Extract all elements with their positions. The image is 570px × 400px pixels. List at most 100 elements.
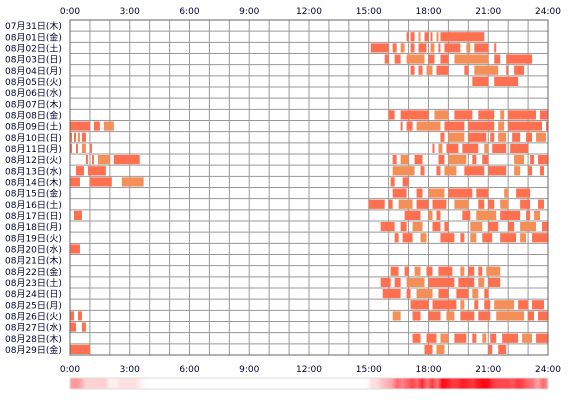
hour-gridlines (69, 20, 549, 355)
activity-bar (436, 32, 439, 42)
activity-bar (91, 155, 94, 165)
activity-bar (488, 344, 493, 354)
activity-bar (484, 300, 491, 310)
activity-bar (70, 311, 74, 321)
activity-bar (392, 43, 397, 53)
row-label: 08月25日(月) (5, 300, 62, 311)
activity-bar (103, 121, 114, 131)
activity-bar (420, 166, 425, 176)
row-label: 08月13日(水) (5, 165, 62, 177)
activity-bar (482, 233, 493, 243)
activity-bar (538, 199, 545, 209)
activity-bar (536, 333, 548, 343)
row-label: 08月14日(木) (5, 176, 62, 188)
x-tick-label: 12:00 (296, 365, 322, 375)
activity-bar (438, 266, 453, 276)
activity-bar (436, 344, 445, 354)
activity-bar (478, 266, 483, 276)
activity-bar (498, 132, 507, 142)
activity-bar (406, 32, 409, 42)
activity-bar (446, 311, 455, 321)
activity-bar (454, 54, 489, 64)
activity-bar (448, 188, 473, 198)
activity-bar (448, 132, 465, 142)
activity-bar (394, 277, 401, 287)
row-label: 08月21日(木) (5, 255, 62, 267)
x-tick-label: 6:00 (179, 7, 199, 17)
activity-bar (438, 143, 443, 153)
activity-bar (462, 143, 479, 153)
activity-bar (458, 277, 475, 287)
plot-frame (69, 19, 549, 356)
activity-bar (478, 311, 491, 321)
activity-bar (398, 199, 413, 209)
activity-bar (540, 110, 548, 120)
activity-bar (540, 166, 545, 176)
activity-bar (464, 166, 485, 176)
activity-bar (406, 289, 411, 299)
row-label: 08月18日(月) (5, 222, 62, 233)
activity-bar (444, 43, 461, 53)
row-label: 08月04日(月) (5, 66, 62, 77)
activity-bar (412, 222, 423, 232)
activity-bar (484, 143, 489, 153)
activity-bar (410, 65, 415, 75)
activity-bar (446, 143, 459, 153)
activity-bar (520, 199, 531, 209)
activity-bar (404, 210, 421, 220)
x-tick-label: 18:00 (416, 365, 442, 375)
row-label: 08月06日(水) (5, 87, 62, 99)
activity-bar (424, 344, 433, 354)
activity-bar (468, 121, 495, 131)
activity-bar (500, 233, 517, 243)
row-label: 07月31日(木) (5, 20, 62, 32)
activity-bar (536, 132, 547, 142)
activity-bar (474, 43, 489, 53)
activity-bar (121, 177, 144, 187)
activity-bar (392, 155, 397, 165)
x-axis-tick-labels: 0:00 0:00 3:00 3:00 6:00 6:00 9:00 9:00 12:00 12:… (60, 7, 561, 375)
activity-bar (70, 143, 72, 153)
activity-bar (500, 199, 509, 209)
activity-bar (498, 121, 505, 131)
activity-bar (478, 199, 485, 209)
activity-bar (500, 210, 521, 220)
activity-bar (81, 143, 86, 153)
activity-bar (526, 132, 533, 142)
row-label: 08月03日(日) (5, 55, 62, 66)
activity-bar (436, 65, 449, 75)
activity-bar (394, 54, 401, 64)
activity-bar (468, 132, 487, 142)
activity-bar (402, 233, 413, 243)
row-label: 08月08日(金) (5, 109, 62, 121)
activity-bar (75, 143, 78, 153)
activity-bar (432, 300, 457, 310)
activity-bar (514, 65, 525, 75)
activity-bar (476, 210, 497, 220)
row-label: 08月05日(火) (5, 77, 62, 88)
activity-bar (444, 222, 449, 232)
activity-bar (436, 210, 441, 220)
activity-bar (380, 222, 395, 232)
row-label: 08月28日(木) (5, 333, 62, 345)
activity-bar (472, 155, 477, 165)
activity-bar (81, 322, 86, 332)
activity-bar (512, 132, 521, 142)
activity-bar (448, 155, 467, 165)
activity-bar (538, 311, 548, 321)
activity-bar (75, 166, 84, 176)
activity-bar (440, 233, 455, 243)
activity-bar (416, 199, 429, 209)
activity-bar (496, 311, 525, 321)
activity-bar (460, 233, 465, 243)
activity-bar (472, 333, 477, 343)
activity-bar (520, 233, 527, 243)
activity-bar (454, 333, 467, 343)
activity-bar (97, 155, 110, 165)
activity-bar (426, 333, 437, 343)
activity-bar (542, 222, 548, 232)
activity-bar (476, 188, 489, 198)
activity-bar (514, 166, 521, 176)
x-tick-label: 9:00 (239, 365, 259, 375)
